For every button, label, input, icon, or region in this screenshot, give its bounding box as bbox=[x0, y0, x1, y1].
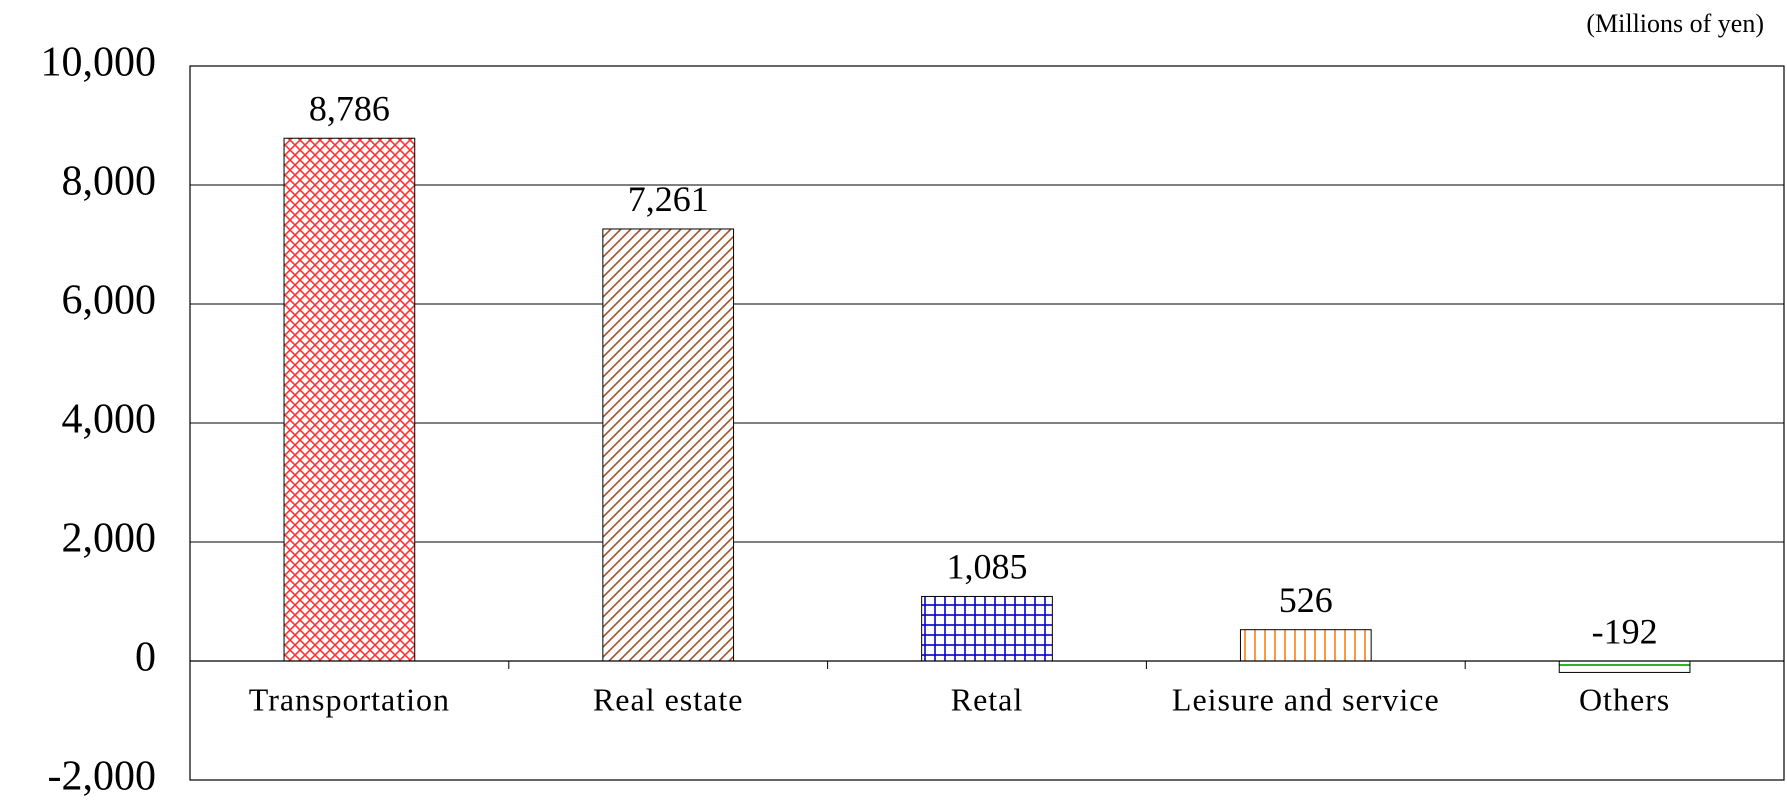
value-label: 8,786 bbox=[309, 88, 390, 128]
unit-label: (Millions of yen) bbox=[1586, 9, 1764, 38]
y-tick-label: 0 bbox=[135, 635, 156, 681]
y-tick-label: 8,000 bbox=[62, 159, 157, 205]
x-tick-label: Real estate bbox=[593, 681, 743, 717]
value-label: 526 bbox=[1279, 580, 1333, 620]
x-tick-label: Transportation bbox=[249, 681, 450, 717]
x-tick-label: Retal bbox=[951, 681, 1024, 717]
value-label: -192 bbox=[1592, 611, 1658, 651]
bar bbox=[921, 595, 1053, 662]
bar bbox=[283, 137, 416, 662]
value-label: 7,261 bbox=[628, 179, 709, 219]
y-tick-label: 2,000 bbox=[62, 516, 157, 562]
bar bbox=[602, 228, 735, 662]
plot-frame bbox=[189, 65, 1785, 781]
y-tick-label: 4,000 bbox=[62, 397, 157, 443]
y-tick-label: 10,000 bbox=[41, 40, 157, 86]
value-label: 1,085 bbox=[947, 547, 1028, 587]
bar bbox=[1239, 629, 1372, 662]
bar bbox=[1558, 660, 1691, 673]
x-tick-label: Others bbox=[1579, 681, 1670, 717]
y-tick-label: 6,000 bbox=[62, 278, 157, 324]
x-tick-label: Leisure and service bbox=[1172, 681, 1440, 717]
y-tick-label: -2,000 bbox=[48, 754, 157, 800]
